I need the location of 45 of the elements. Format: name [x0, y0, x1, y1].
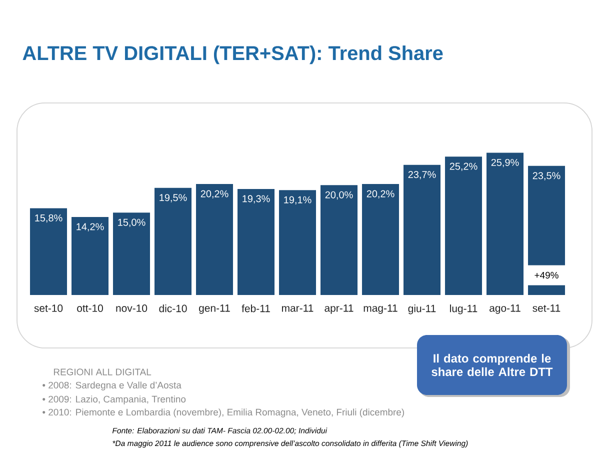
x-tick-label: ott-10: [77, 304, 103, 312]
x-tick-label: set-10: [34, 304, 63, 312]
data-label: 25,9%: [491, 158, 519, 168]
text: REGIONI ALL DIGITAL: [54, 368, 152, 376]
bar: [320, 185, 358, 295]
x-tick-label: giu-11: [408, 304, 436, 314]
bar: [445, 156, 482, 295]
x-tick-label: mag-11: [364, 304, 398, 314]
x-tick-label: feb-11: [242, 304, 270, 312]
annotation: +49%: [534, 272, 558, 279]
x-tick-label: gen-11: [199, 304, 230, 314]
data-label: 19,3%: [242, 195, 270, 204]
x-tick-label: ago-11: [490, 304, 520, 314]
bar: [154, 188, 192, 295]
x-tick-label: lug-11: [450, 304, 478, 314]
data-label: 20,0%: [325, 191, 353, 200]
x-tick-label: dic-10: [159, 304, 187, 312]
data-label: 15,8%: [35, 214, 62, 223]
bar: [113, 212, 150, 295]
data-label: 25,2%: [450, 162, 478, 172]
data-label: 19,1%: [284, 196, 312, 205]
data-label: 15,0%: [118, 218, 146, 228]
text: Il dato comprende le share delle Altre DTT: [432, 354, 553, 376]
text: • 2009: Lazio, Campania, Trentino: [42, 396, 186, 404]
bar: [196, 184, 234, 295]
chart-title: ALTRE TV DIGITALI (TER+SAT): Trend Share: [22, 46, 443, 64]
data-label: 23,7%: [408, 171, 436, 180]
text: • 2010: Piemonte e Lombardia (novembre), Emilia Romagna, Veneto, Friuli (dicembre): [42, 408, 404, 418]
bar: [279, 190, 316, 295]
data-label: 14,2%: [76, 223, 104, 232]
x-tick-label: set-11: [532, 304, 560, 312]
bar: [238, 188, 275, 295]
x-tick-label: mar-11: [282, 304, 314, 312]
bar: [72, 216, 109, 295]
data-label: 23,5%: [532, 172, 560, 180]
text: • 2008: Sardegna e Valle d’Aosta: [42, 382, 182, 390]
bar: [30, 208, 68, 295]
data-label: 20,2%: [200, 190, 228, 198]
x-tick-label: apr-11: [324, 304, 354, 314]
bar: [404, 164, 441, 295]
x-tick-label: nov-10: [116, 304, 148, 312]
data-label: 19,5%: [160, 194, 187, 202]
bar: [486, 152, 524, 295]
data-label: 20,2%: [366, 190, 394, 198]
bar: [362, 184, 400, 295]
